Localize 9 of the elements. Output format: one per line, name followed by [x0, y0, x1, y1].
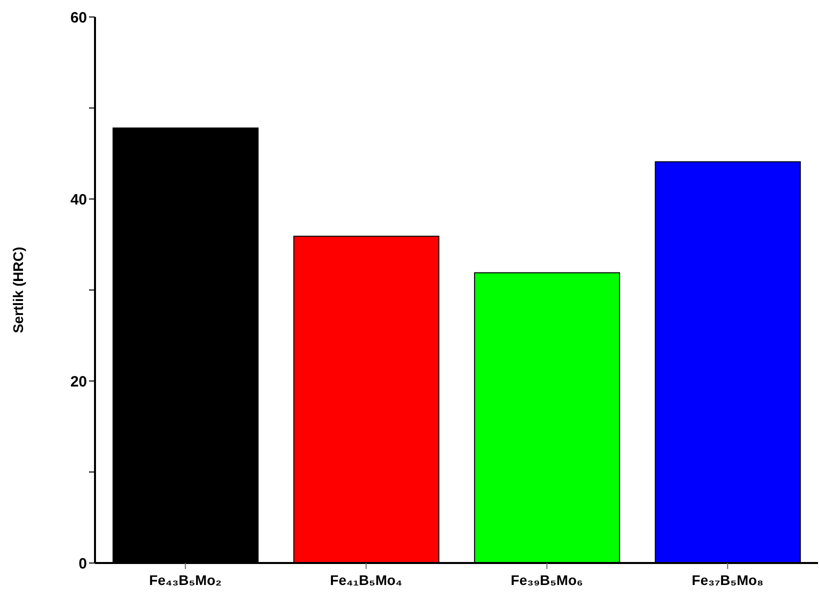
y-axis-title: Sertlik (HRC)	[10, 246, 26, 334]
x-tick-label: Fe₃₇B₅Mo₈	[692, 572, 764, 588]
x-tick-label: Fe₄₃B₅Mo₂	[149, 572, 222, 588]
y-tick-label: 60	[70, 9, 87, 26]
x-tick-label: Fe₃₉B₅Mo₆	[510, 572, 583, 588]
x-tick-label: Fe₄₁B₅Mo₄	[330, 572, 402, 588]
y-tick-label: 20	[70, 373, 87, 390]
y-tick-label: 0	[78, 555, 87, 572]
y-tick-label: 40	[70, 191, 87, 208]
